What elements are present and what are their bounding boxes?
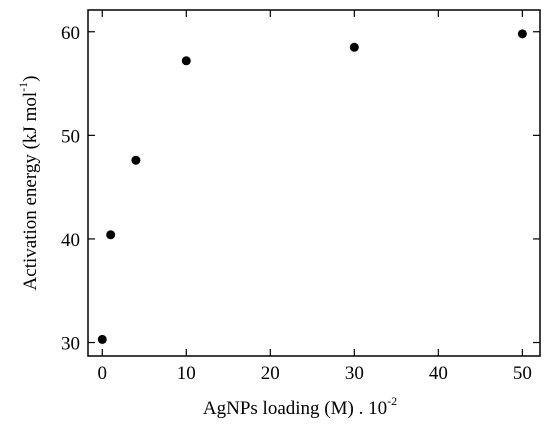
y-label-sup: -1: [16, 82, 30, 92]
x-tick-label: 40: [429, 363, 448, 384]
x-tick-label: 0: [98, 363, 108, 384]
x-label-text: AgNPs loading (M) . 10: [203, 398, 387, 419]
x-tick-label: 30: [345, 363, 364, 384]
y-tick-label: 30: [61, 334, 80, 355]
data-point: [349, 42, 359, 52]
y-axis-label: Activation energy (kJ mol-1): [16, 76, 41, 291]
data-point: [106, 230, 116, 240]
data-point: [131, 155, 141, 165]
y-label-end: ): [20, 76, 41, 82]
x-tick-label: 10: [177, 363, 196, 384]
y-label-text: Activation energy (kJ mol: [20, 92, 41, 291]
y-tick-label: 60: [61, 23, 80, 44]
x-axis-label: AgNPs loading (M) . 10-2: [203, 394, 397, 419]
x-tick-label: 20: [261, 363, 280, 384]
y-tick-label: 40: [61, 230, 80, 251]
data-point: [517, 29, 527, 39]
data-point: [97, 334, 107, 344]
x-tick-label: 50: [513, 363, 532, 384]
x-label-sup: -2: [387, 394, 397, 408]
y-tick-label: 50: [61, 126, 80, 147]
data-point: [181, 56, 191, 66]
plot-frame: [87, 9, 541, 357]
